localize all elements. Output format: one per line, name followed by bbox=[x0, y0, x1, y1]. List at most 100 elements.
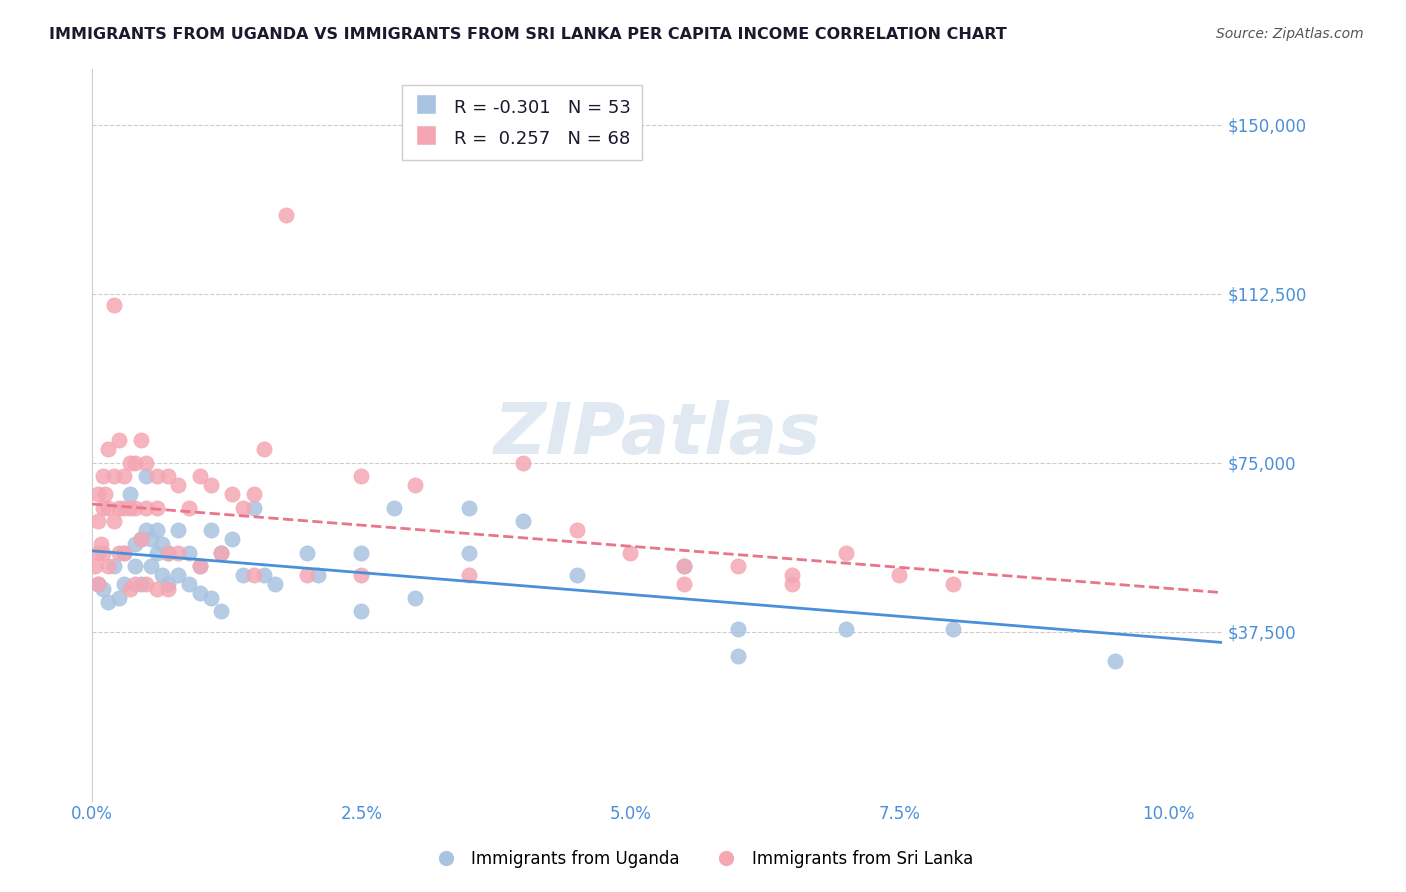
Point bbox=[150, 537, 173, 551]
Text: IMMIGRANTS FROM UGANDA VS IMMIGRANTS FROM SRI LANKA PER CAPITA INCOME CORRELATIO: IMMIGRANTS FROM UGANDA VS IMMIGRANTS FRO… bbox=[49, 27, 1007, 42]
Point bbox=[727, 559, 749, 574]
Point bbox=[942, 577, 965, 591]
Point bbox=[942, 623, 965, 637]
Point bbox=[167, 546, 190, 560]
Point bbox=[780, 568, 803, 582]
Point bbox=[145, 524, 167, 538]
Point bbox=[188, 586, 211, 600]
Point bbox=[114, 469, 136, 483]
Point bbox=[382, 500, 405, 515]
Point bbox=[673, 559, 696, 574]
Point bbox=[188, 559, 211, 574]
Legend: Immigrants from Uganda, Immigrants from Sri Lanka: Immigrants from Uganda, Immigrants from … bbox=[426, 844, 980, 875]
Point bbox=[565, 524, 588, 538]
Point bbox=[350, 604, 373, 618]
Point bbox=[103, 559, 125, 574]
Point bbox=[274, 208, 297, 222]
Point bbox=[221, 533, 243, 547]
Point bbox=[91, 469, 114, 483]
Point bbox=[135, 577, 157, 591]
Point bbox=[297, 546, 319, 560]
Point bbox=[103, 469, 125, 483]
Point bbox=[188, 469, 211, 483]
Point bbox=[458, 546, 481, 560]
Legend: R = -0.301   N = 53, R =  0.257   N = 68: R = -0.301 N = 53, R = 0.257 N = 68 bbox=[402, 85, 641, 160]
Point bbox=[86, 577, 108, 591]
Point bbox=[156, 546, 179, 560]
Point bbox=[221, 487, 243, 501]
Point bbox=[350, 469, 373, 483]
Point bbox=[108, 546, 131, 560]
Point bbox=[673, 559, 696, 574]
Point bbox=[565, 568, 588, 582]
Point bbox=[232, 500, 254, 515]
Point bbox=[108, 433, 131, 447]
Point bbox=[114, 546, 136, 560]
Point bbox=[727, 623, 749, 637]
Text: ZIPatlas: ZIPatlas bbox=[494, 401, 821, 469]
Point bbox=[124, 577, 146, 591]
Point bbox=[103, 298, 125, 312]
Point bbox=[167, 524, 190, 538]
Point bbox=[404, 478, 426, 492]
Point bbox=[108, 591, 131, 605]
Point bbox=[97, 559, 120, 574]
Point bbox=[297, 568, 319, 582]
Point bbox=[512, 456, 534, 470]
Point bbox=[242, 487, 264, 501]
Point bbox=[167, 478, 190, 492]
Point bbox=[124, 500, 146, 515]
Point bbox=[141, 559, 163, 574]
Point bbox=[86, 546, 108, 560]
Point bbox=[103, 514, 125, 528]
Point bbox=[94, 487, 117, 501]
Point bbox=[91, 582, 114, 596]
Point bbox=[209, 546, 232, 560]
Point bbox=[200, 591, 222, 605]
Point bbox=[209, 546, 232, 560]
Point bbox=[124, 456, 146, 470]
Point bbox=[834, 546, 856, 560]
Point bbox=[91, 500, 114, 515]
Point bbox=[118, 582, 141, 596]
Point bbox=[780, 577, 803, 591]
Point bbox=[145, 546, 167, 560]
Point bbox=[242, 568, 264, 582]
Point bbox=[86, 577, 108, 591]
Point bbox=[167, 568, 190, 582]
Point bbox=[209, 604, 232, 618]
Point bbox=[91, 546, 114, 560]
Point bbox=[97, 595, 120, 609]
Point bbox=[188, 559, 211, 574]
Point bbox=[108, 500, 131, 515]
Point bbox=[307, 568, 329, 582]
Point bbox=[86, 487, 108, 501]
Point bbox=[145, 469, 167, 483]
Point bbox=[889, 568, 911, 582]
Point bbox=[135, 524, 157, 538]
Point bbox=[135, 469, 157, 483]
Point bbox=[97, 442, 120, 457]
Point bbox=[264, 577, 287, 591]
Point bbox=[84, 559, 107, 574]
Point bbox=[129, 533, 152, 547]
Point bbox=[1104, 654, 1126, 668]
Point bbox=[727, 649, 749, 664]
Point bbox=[124, 559, 146, 574]
Point bbox=[129, 533, 152, 547]
Point bbox=[177, 577, 200, 591]
Point bbox=[350, 568, 373, 582]
Point bbox=[141, 533, 163, 547]
Point bbox=[156, 546, 179, 560]
Point bbox=[253, 568, 276, 582]
Point bbox=[114, 546, 136, 560]
Point bbox=[253, 442, 276, 457]
Point bbox=[114, 577, 136, 591]
Text: Source: ZipAtlas.com: Source: ZipAtlas.com bbox=[1216, 27, 1364, 41]
Point bbox=[512, 514, 534, 528]
Point bbox=[129, 577, 152, 591]
Point bbox=[242, 500, 264, 515]
Point bbox=[118, 487, 141, 501]
Point bbox=[177, 500, 200, 515]
Point bbox=[458, 500, 481, 515]
